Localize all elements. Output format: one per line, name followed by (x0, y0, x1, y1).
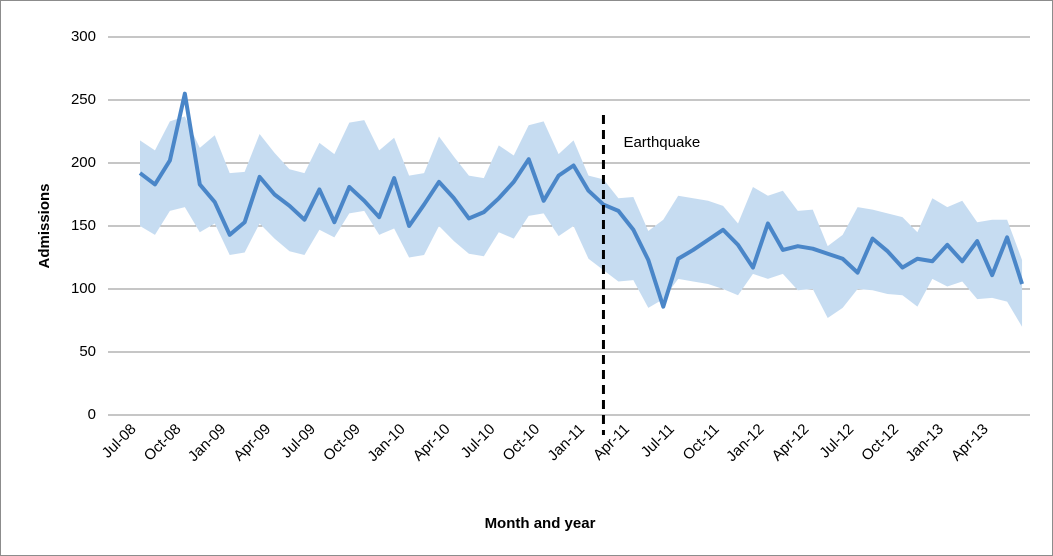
y-tick-label: 50 (79, 343, 96, 360)
y-tick-label: 0 (88, 406, 96, 423)
y-tick-label: 250 (71, 91, 96, 108)
y-tick-label: 300 (71, 28, 96, 45)
x-axis-title: Month and year (485, 515, 596, 532)
y-tick-label: 150 (71, 217, 96, 234)
event-label: Earthquake (623, 134, 700, 151)
y-tick-label: 200 (71, 154, 96, 171)
confidence-band (140, 116, 1023, 327)
y-axis-title: Admissions (36, 183, 53, 268)
y-tick-label: 100 (71, 280, 96, 297)
admissions-line (138, 91, 1024, 309)
